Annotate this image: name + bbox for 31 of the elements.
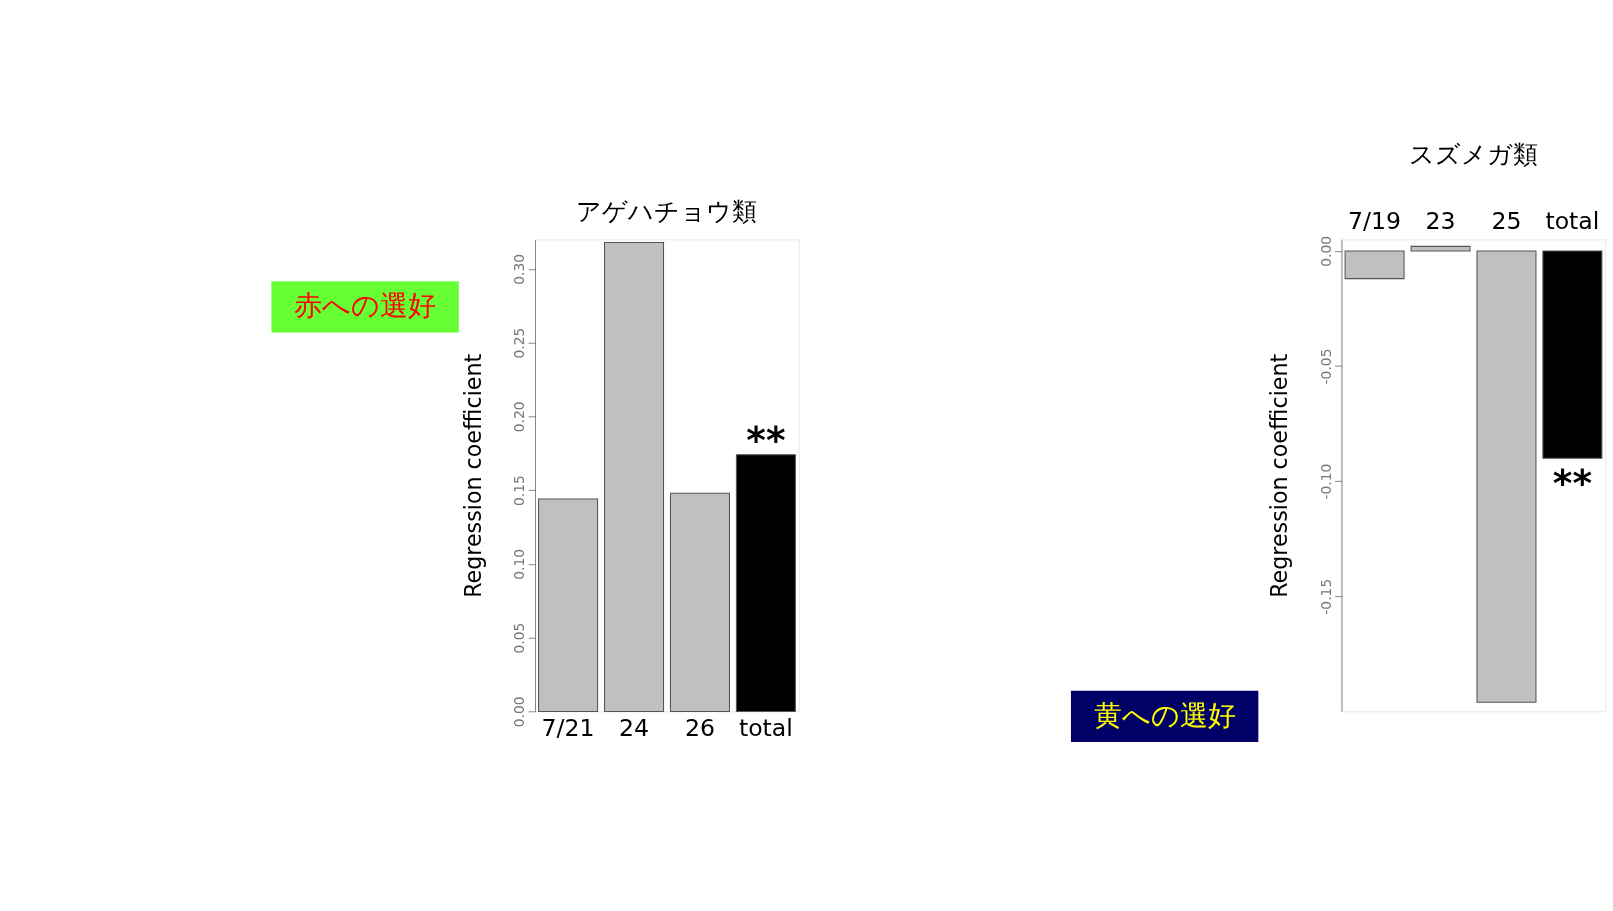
x-tick-label: 26: [684, 714, 715, 743]
chart-title: アゲハチョウ類: [576, 197, 758, 227]
y-tick-label: 0.30: [511, 253, 528, 285]
bar: [669, 492, 730, 712]
bar: [735, 454, 796, 712]
x-tick-label: 25: [1491, 207, 1522, 236]
x-tick-label: 24: [619, 714, 650, 743]
y-tick-label: 0.15: [511, 475, 528, 507]
y-axis-title: Regression coefficient: [459, 353, 486, 598]
x-tick-label: total: [738, 714, 793, 743]
text: 黄への選好: [1093, 698, 1236, 732]
x-tick-label: 23: [1425, 207, 1456, 236]
y-tick-label: -0.05: [1317, 348, 1334, 385]
x-tick-label: 7/19: [1348, 207, 1402, 236]
y-tick-label: 0.10: [511, 548, 528, 580]
x-tick-label: 7/21: [541, 714, 595, 743]
text: 赤への選好: [294, 289, 437, 323]
y-tick-label: 0.05: [511, 622, 528, 654]
y-tick-label: 0.00: [511, 696, 528, 728]
bar: [604, 241, 665, 712]
y-tick-label: 0.20: [511, 401, 528, 433]
x-tick-label: total: [1545, 207, 1600, 236]
y-tick-label: -0.15: [1317, 578, 1334, 615]
y-tick-label: 0.00: [1317, 235, 1334, 267]
annotation: **: [746, 417, 786, 462]
y-tick-label: -0.10: [1317, 463, 1334, 500]
y-tick-label: 0.25: [511, 327, 528, 359]
chart-title: スズメガ類: [1408, 140, 1538, 170]
bar: [538, 498, 599, 712]
y-axis-title: Regression coefficient: [1266, 353, 1293, 598]
annotation: **: [1552, 461, 1592, 506]
